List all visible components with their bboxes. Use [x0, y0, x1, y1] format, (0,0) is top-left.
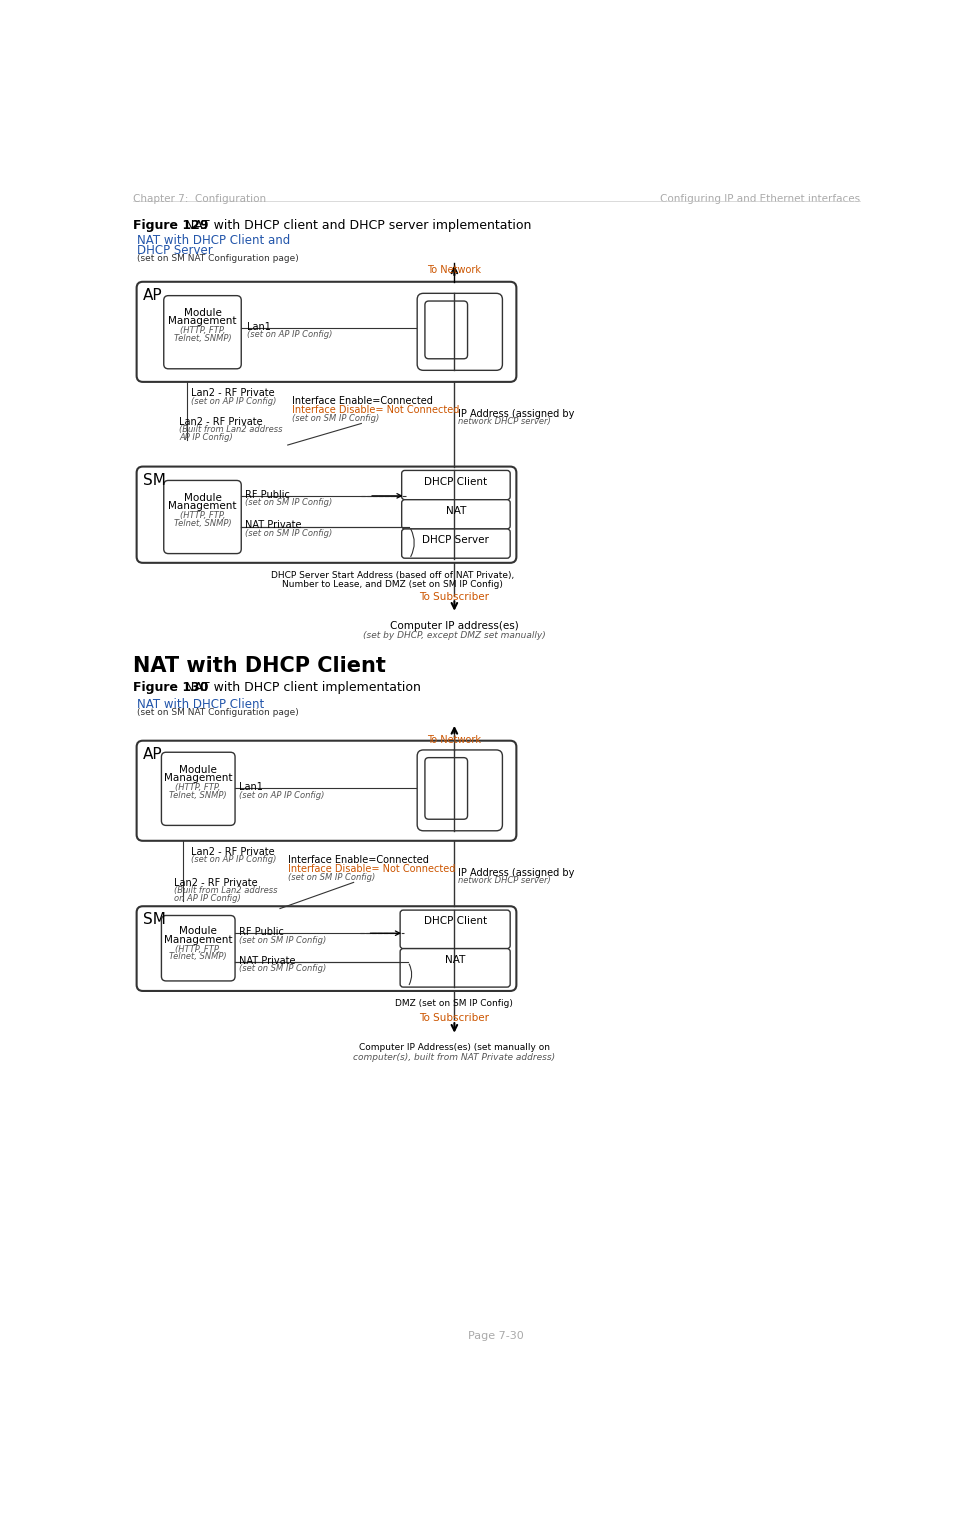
Text: DMZ (set on SM IP Config): DMZ (set on SM IP Config) [395, 999, 514, 1008]
Text: (set on SM NAT Configuration page): (set on SM NAT Configuration page) [137, 709, 298, 718]
Text: (HTTP, FTP,: (HTTP, FTP, [180, 512, 225, 521]
FancyBboxPatch shape [137, 282, 516, 382]
FancyBboxPatch shape [400, 910, 510, 949]
Text: Management: Management [164, 934, 233, 945]
Text: NAT Private: NAT Private [239, 955, 296, 966]
Text: Module: Module [183, 492, 222, 503]
Text: Lan2 - RF Private: Lan2 - RF Private [191, 388, 274, 398]
Text: network DHCP server): network DHCP server) [458, 877, 551, 886]
Text: Lan1: Lan1 [239, 783, 263, 792]
Text: NAT Private: NAT Private [245, 521, 301, 530]
Text: Management: Management [169, 316, 236, 327]
Text: Interface Disable= Not Connected: Interface Disable= Not Connected [292, 404, 459, 415]
Text: NAT with DHCP client and DHCP server implementation: NAT with DHCP client and DHCP server imp… [181, 218, 531, 232]
Text: (Built from Lan2 address: (Built from Lan2 address [179, 425, 283, 435]
FancyBboxPatch shape [402, 471, 510, 500]
FancyBboxPatch shape [137, 907, 516, 992]
Text: AP: AP [142, 746, 163, 762]
FancyBboxPatch shape [137, 466, 516, 563]
Text: (set on AP IP Config): (set on AP IP Config) [239, 790, 325, 799]
Text: Interface Enable=Connected: Interface Enable=Connected [292, 395, 432, 406]
Text: NAT: NAT [445, 955, 465, 964]
Text: DHCP Server Start Address (based off of NAT Private),: DHCP Server Start Address (based off of … [270, 571, 514, 580]
Text: DHCP Client: DHCP Client [424, 477, 487, 486]
FancyBboxPatch shape [164, 480, 241, 554]
Text: To Subscriber: To Subscriber [420, 592, 489, 603]
Text: (set by DHCP, except DMZ set manually): (set by DHCP, except DMZ set manually) [363, 631, 546, 640]
Text: (set on SM IP Config): (set on SM IP Config) [245, 498, 332, 507]
Text: Figure 129: Figure 129 [133, 218, 208, 232]
Text: IP Address (assigned by: IP Address (assigned by [458, 868, 575, 878]
Text: NAT with DHCP client implementation: NAT with DHCP client implementation [181, 681, 421, 693]
Text: network DHCP server): network DHCP server) [458, 418, 551, 427]
Text: IP Address (assigned by: IP Address (assigned by [458, 409, 575, 419]
Text: computer(s), built from NAT Private address): computer(s), built from NAT Private addr… [354, 1054, 555, 1063]
Text: Telnet, SNMP): Telnet, SNMP) [169, 952, 227, 961]
Text: Lan2 - RF Private: Lan2 - RF Private [173, 878, 258, 887]
FancyBboxPatch shape [162, 752, 235, 825]
Text: Configuring IP and Ethernet interfaces: Configuring IP and Ethernet interfaces [660, 194, 860, 204]
Text: NAT: NAT [446, 506, 466, 516]
Text: Computer IP address(es): Computer IP address(es) [390, 621, 518, 631]
Text: Management: Management [169, 501, 236, 512]
Text: NAT with DHCP Client: NAT with DHCP Client [133, 656, 386, 675]
Text: (set on SM IP Config): (set on SM IP Config) [292, 415, 379, 424]
FancyBboxPatch shape [418, 294, 502, 371]
Text: DHCP Client: DHCP Client [423, 916, 486, 927]
Text: Module: Module [183, 307, 222, 318]
Text: Module: Module [179, 927, 217, 936]
Text: To Network: To Network [427, 265, 482, 276]
Text: (set on AP IP Config): (set on AP IP Config) [191, 855, 276, 864]
Text: To Subscriber: To Subscriber [420, 1013, 489, 1022]
Text: (set on SM IP Config): (set on SM IP Config) [288, 874, 375, 883]
Text: Module: Module [179, 765, 217, 775]
Text: RF Public: RF Public [239, 927, 284, 937]
Text: (HTTP, FTP,: (HTTP, FTP, [180, 327, 225, 336]
Text: Lan1: Lan1 [247, 322, 271, 332]
Text: Figure 130: Figure 130 [133, 681, 208, 693]
Text: Interface Enable=Connected: Interface Enable=Connected [288, 855, 428, 864]
FancyBboxPatch shape [164, 295, 241, 369]
Text: on AP IP Config): on AP IP Config) [173, 893, 240, 902]
FancyBboxPatch shape [402, 528, 510, 559]
FancyBboxPatch shape [137, 740, 516, 840]
FancyBboxPatch shape [425, 757, 468, 819]
Text: DHCP Server: DHCP Server [422, 534, 489, 545]
Text: Telnet, SNMP): Telnet, SNMP) [169, 790, 227, 799]
Text: (set on SM IP Config): (set on SM IP Config) [239, 936, 327, 945]
Text: Interface Disable= Not Connected: Interface Disable= Not Connected [288, 864, 455, 874]
Text: AP IP Config): AP IP Config) [179, 433, 233, 442]
Text: SM: SM [142, 472, 166, 488]
Text: (HTTP, FTP,: (HTTP, FTP, [175, 783, 221, 792]
Text: Lan2 - RF Private: Lan2 - RF Private [179, 416, 263, 427]
FancyBboxPatch shape [402, 500, 510, 528]
FancyBboxPatch shape [425, 301, 468, 359]
FancyBboxPatch shape [400, 949, 510, 987]
Text: RF Public: RF Public [245, 489, 290, 500]
Text: (Built from Lan2 address: (Built from Lan2 address [173, 886, 277, 895]
Text: (set on AP IP Config): (set on AP IP Config) [191, 397, 276, 406]
Text: (set on SM IP Config): (set on SM IP Config) [239, 964, 327, 974]
Text: SM: SM [142, 913, 166, 928]
Text: (HTTP, FTP,: (HTTP, FTP, [175, 945, 221, 954]
Text: Page 7-30: Page 7-30 [468, 1331, 524, 1341]
Text: Management: Management [164, 774, 233, 783]
Text: Number to Lease, and DMZ (set on SM IP Config): Number to Lease, and DMZ (set on SM IP C… [282, 580, 503, 589]
Text: Lan2 - RF Private: Lan2 - RF Private [191, 846, 274, 857]
Text: Computer IP Address(es) (set manually on: Computer IP Address(es) (set manually on [359, 1043, 549, 1052]
Text: Telnet, SNMP): Telnet, SNMP) [173, 519, 232, 528]
Text: NAT with DHCP Client and: NAT with DHCP Client and [137, 235, 290, 247]
FancyBboxPatch shape [162, 916, 235, 981]
Text: To Network: To Network [427, 734, 482, 745]
Text: DHCP Server: DHCP Server [137, 244, 212, 257]
Text: AP: AP [142, 288, 163, 303]
Text: (set on SM NAT Configuration page): (set on SM NAT Configuration page) [137, 254, 298, 263]
Text: (set on AP IP Config): (set on AP IP Config) [247, 330, 332, 339]
Text: (set on SM IP Config): (set on SM IP Config) [245, 528, 332, 537]
Text: NAT with DHCP Client: NAT with DHCP Client [137, 698, 264, 712]
Text: Telnet, SNMP): Telnet, SNMP) [173, 335, 232, 344]
FancyBboxPatch shape [418, 749, 502, 831]
Text: Chapter 7:  Configuration: Chapter 7: Configuration [133, 194, 266, 204]
